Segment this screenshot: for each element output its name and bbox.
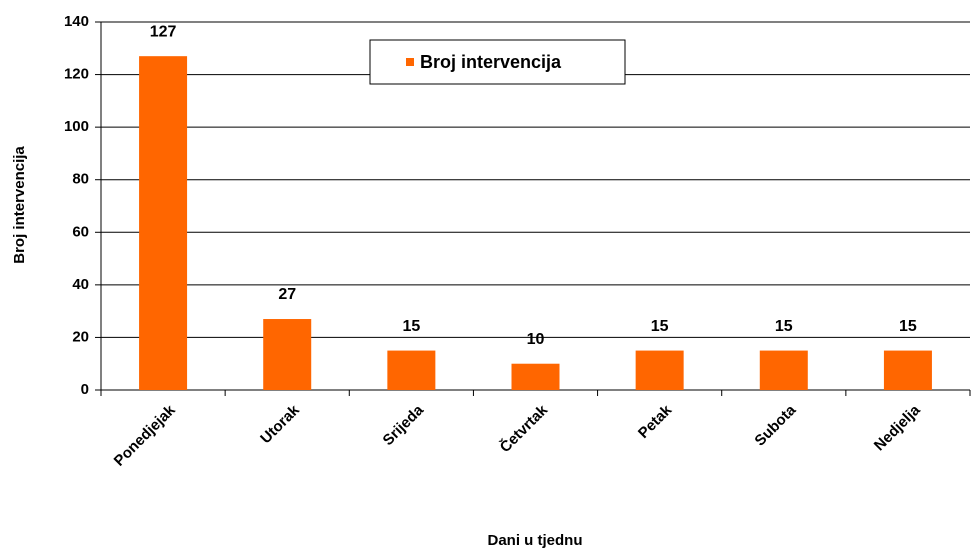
y-tick-label: 80: [72, 171, 89, 188]
data-label: 15: [402, 318, 420, 335]
bar: [139, 56, 188, 391]
data-label: 15: [899, 318, 917, 335]
data-label: 27: [278, 286, 296, 303]
data-label: 127: [150, 23, 177, 40]
y-tick-label: 60: [72, 223, 89, 240]
x-tick-label: Utorak: [257, 401, 303, 447]
y-tick-label: 100: [64, 118, 89, 135]
y-tick-label: 40: [72, 276, 89, 293]
legend-label: Broj intervencija: [420, 52, 562, 72]
y-tick-label: 120: [64, 66, 89, 83]
y-axis-title: Broj intervencija: [11, 146, 28, 264]
bar: [759, 350, 808, 390]
bar: [635, 350, 684, 390]
x-axis-title: Dani u tjednu: [488, 532, 583, 549]
data-label: 15: [775, 318, 793, 335]
x-tick-label: Srijeda: [380, 401, 428, 449]
x-tick-label: Subota: [751, 401, 799, 449]
legend-swatch: [406, 58, 414, 66]
data-label: 10: [527, 331, 545, 348]
data-label: 15: [651, 318, 669, 335]
x-tick-label: Nedjelja: [871, 401, 924, 454]
y-tick-label: 0: [81, 381, 89, 398]
legend: Broj intervencija: [369, 39, 626, 85]
bar: [883, 350, 932, 390]
bar: [387, 350, 436, 390]
y-tick-label: 20: [72, 328, 89, 345]
bar: [263, 319, 312, 390]
bar: [511, 363, 560, 390]
x-tick-label: Četvrtak: [496, 400, 552, 456]
y-tick-label: 140: [64, 13, 89, 30]
x-tick-label: Petak: [635, 401, 676, 442]
x-tick-label: Ponedjejak: [111, 401, 179, 469]
